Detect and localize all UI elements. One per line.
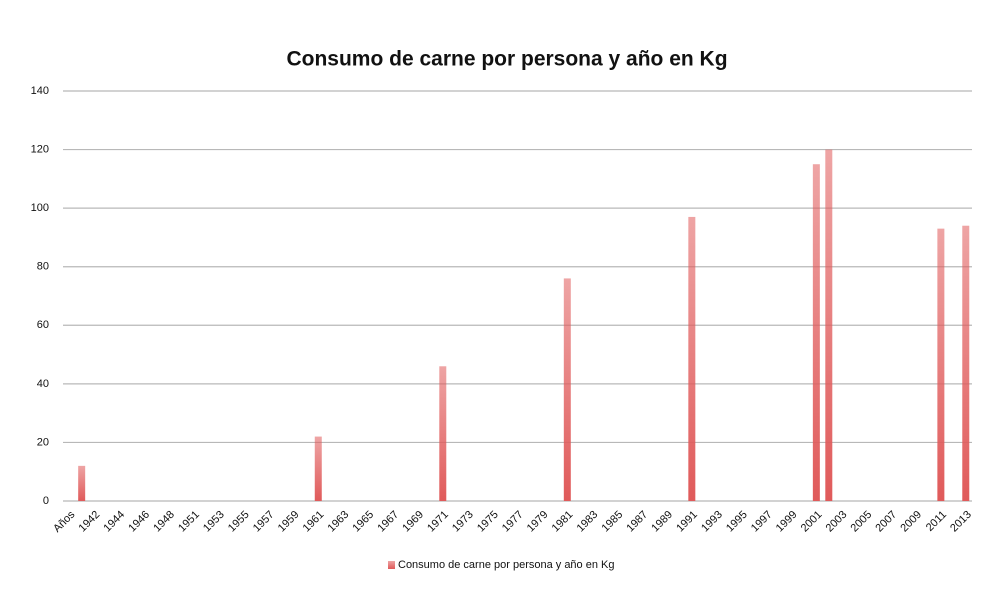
y-tick-label: 40: [37, 378, 49, 390]
bar: [962, 225, 970, 501]
y-tick-label: 20: [37, 436, 49, 448]
x-tick-label: 2013: [948, 509, 974, 535]
x-tick-label: 1953: [201, 509, 227, 535]
x-tick-label: 1979: [525, 509, 551, 535]
y-tick-label: 120: [31, 143, 49, 155]
legend-swatch: [388, 561, 395, 569]
x-tick-label: 2009: [898, 509, 924, 535]
x-tick-label: 1969: [400, 509, 426, 535]
y-tick-label: 0: [43, 495, 49, 507]
x-tick-label: 2005: [849, 509, 875, 535]
x-tick-label: 1975: [475, 509, 501, 535]
bar: [439, 366, 447, 501]
bar: [563, 278, 571, 501]
y-tick-label: 140: [31, 85, 49, 97]
x-tick-label: 1963: [326, 509, 352, 535]
x-tick-label: 1951: [176, 509, 202, 535]
x-tick-label: 1983: [575, 509, 601, 535]
bar: [937, 228, 945, 501]
x-tick-label: 1989: [649, 509, 675, 535]
x-tick-label: 1944: [101, 509, 127, 535]
y-tick-label: 100: [31, 202, 49, 214]
x-tick-label: 1987: [624, 509, 650, 535]
x-tick-label: 1942: [77, 509, 103, 535]
bar: [825, 149, 833, 502]
x-tick-label: 1948: [151, 509, 177, 535]
legend-label: Consumo de carne por persona y año en Kg: [398, 559, 614, 571]
x-tick-label: 2003: [824, 509, 850, 535]
x-tick-label: 2001: [799, 509, 825, 535]
y-tick-label: 60: [37, 319, 49, 331]
x-tick-label: 1977: [500, 509, 526, 535]
x-tick-label: Años: [51, 508, 78, 535]
x-tick-label: 1981: [550, 509, 576, 535]
x-tick-label: 1999: [774, 509, 800, 535]
x-tick-label: 1997: [749, 509, 775, 535]
x-tick-label: 1959: [276, 509, 302, 535]
x-tick-label: 1973: [450, 509, 476, 535]
x-tick-label: 1955: [226, 509, 252, 535]
x-tick-label: 1946: [126, 509, 152, 535]
bar: [78, 465, 86, 501]
x-tick-label: 1993: [699, 509, 725, 535]
x-tick-label: 1967: [375, 509, 401, 535]
x-tick-label: 2011: [924, 509, 949, 534]
x-tick-label: 1957: [251, 509, 277, 535]
x-tick-label: 1971: [425, 509, 451, 535]
x-tick-label: 1995: [724, 509, 750, 535]
x-tick-label: 1961: [301, 509, 327, 535]
bar: [688, 216, 696, 501]
bar: [812, 164, 820, 501]
y-tick-label: 80: [37, 261, 49, 273]
chart-title: Consumo de carne por persona y año en Kg: [286, 48, 727, 71]
x-tick-label: 2007: [873, 509, 899, 535]
x-tick-label: 1991: [674, 509, 700, 535]
bar: [314, 436, 322, 501]
x-tick-label: 1965: [350, 509, 376, 535]
x-tick-label: 1985: [599, 509, 625, 535]
